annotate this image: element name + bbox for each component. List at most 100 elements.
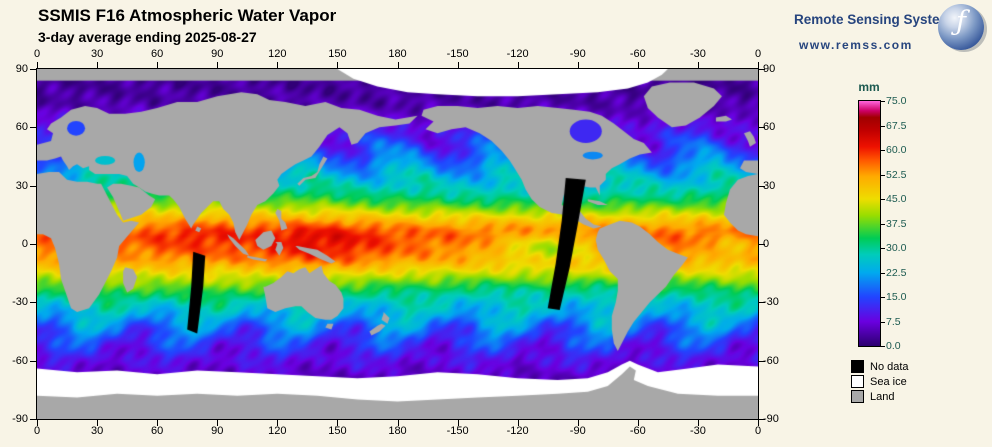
lat-tick-mark [30, 302, 36, 304]
lat-tick-label-right: 90 [763, 63, 776, 75]
lat-tick-label-left: 0 [21, 238, 28, 250]
lat-tick-label-right: 60 [763, 121, 776, 134]
lon-tick-mark [517, 420, 519, 426]
colorbar-tick-label: 60.0 [886, 144, 907, 156]
lon-tick-mark [217, 420, 219, 426]
lon-tick-mark [157, 62, 159, 68]
lon-tick-label-top: 30 [90, 48, 104, 60]
lon-tick-label-bottom: 120 [268, 425, 287, 437]
colorbar-tick-label: 30.0 [886, 242, 907, 254]
colorbar-tick-mark [881, 248, 885, 249]
legend-label: Sea ice [870, 375, 907, 388]
lat-tick-mark [30, 360, 36, 362]
lon-tick-mark [697, 62, 699, 68]
lat-tick-label-right: -60 [763, 354, 779, 367]
lat-tick-label-left: -60 [12, 354, 28, 367]
colorbar-tick-mark [881, 346, 885, 347]
colorbar-tick-mark [881, 125, 885, 127]
lon-tick-label-bottom: -150 [446, 425, 469, 437]
lat-tick-mark [759, 302, 765, 304]
lon-tick-label-bottom: 0 [754, 425, 762, 437]
lon-tick-label-top: 0 [754, 48, 762, 60]
colorbar-tick-mark [881, 272, 885, 274]
lon-tick-label-bottom: 60 [151, 425, 164, 437]
lon-tick-mark [277, 62, 279, 68]
colorbar-title: mm [858, 80, 880, 94]
lon-tick-mark [637, 62, 639, 68]
lon-tick-label-top: 60 [151, 48, 164, 60]
legend-row: Sea ice [851, 374, 909, 389]
colorbar-tick-mark [881, 297, 885, 298]
lat-tick-label-left: 90 [15, 63, 28, 75]
colorbar-tick-mark [881, 150, 885, 151]
map-legend: No data Sea ice Land [851, 359, 909, 404]
lon-tick-mark [457, 62, 459, 68]
lon-tick-label-top: 90 [211, 48, 224, 60]
map-plot-frame [36, 68, 759, 420]
colorbar-tick-mark [881, 174, 885, 176]
lon-tick-label-top: -150 [446, 48, 469, 60]
brand-globe-logo: ƒ [938, 4, 984, 50]
lon-tick-mark [217, 62, 219, 68]
lat-tick-mark [759, 69, 765, 70]
lat-tick-mark [30, 127, 36, 129]
colorbar-tick-label: 0.0 [886, 340, 901, 352]
lon-tick-mark [37, 420, 38, 426]
lat-tick-mark [759, 360, 765, 362]
legend-swatch [851, 360, 864, 373]
lon-tick-mark [577, 62, 579, 68]
colorbar-tick-label: 67.5 [886, 119, 907, 132]
lon-tick-mark [577, 420, 579, 426]
lon-tick-label-bottom: 30 [90, 425, 104, 437]
legend-row: Land [851, 389, 909, 404]
lat-tick-label-right: -30 [763, 296, 779, 309]
lat-tick-label-left: -90 [12, 413, 28, 425]
lon-tick-label-top: 120 [268, 48, 287, 60]
globe-f-glyph: ƒ [956, 6, 966, 37]
colorbar-tick-mark [881, 101, 885, 102]
lon-tick-mark [337, 420, 339, 426]
colorbar-tick-label: 75.0 [886, 95, 907, 107]
lon-tick-label-top: -120 [506, 48, 529, 60]
colorbar-tick-label: 45.0 [886, 193, 907, 205]
lat-tick-mark [30, 185, 36, 187]
lat-tick-label-left: 30 [15, 179, 28, 192]
lat-tick-label-left: 60 [15, 121, 28, 134]
lon-tick-label-bottom: -90 [569, 425, 586, 437]
lon-tick-label-top: 180 [388, 48, 407, 60]
lon-tick-mark [758, 420, 759, 426]
lon-tick-mark [397, 420, 399, 426]
lon-tick-label-top: 0 [33, 48, 41, 60]
lat-tick-label-right: 30 [763, 179, 776, 192]
lat-tick-label-right: -90 [763, 413, 779, 425]
lon-tick-label-bottom: -30 [689, 425, 706, 437]
colorbar-tick-label: 22.5 [886, 266, 907, 279]
lat-tick-mark [759, 244, 765, 245]
legend-row: No data [851, 359, 909, 374]
legend-label: Land [870, 390, 895, 403]
colorbar-tick-mark [881, 199, 885, 200]
lon-tick-mark [157, 420, 159, 426]
lon-tick-mark [337, 62, 339, 68]
lat-tick-label-left: -30 [12, 296, 28, 309]
brand-name: Remote Sensing Systems [794, 12, 960, 27]
lon-tick-label-top: -60 [629, 48, 646, 60]
water-vapor-map-canvas [37, 69, 758, 419]
colorbar-tick-label: 52.5 [886, 168, 907, 181]
colorbar-tick-mark [881, 223, 885, 225]
lon-tick-label-bottom: -120 [506, 425, 529, 437]
lon-tick-mark [697, 420, 699, 426]
lon-tick-label-bottom: 0 [33, 425, 41, 437]
lon-tick-mark [97, 420, 99, 426]
lon-tick-mark [277, 420, 279, 426]
lon-tick-mark [37, 62, 38, 68]
brand-url-link[interactable]: www.remss.com [799, 38, 913, 52]
lon-tick-label-bottom: 150 [328, 425, 347, 437]
lon-tick-label-bottom: 90 [211, 425, 224, 437]
colorbar-tick-label: 37.5 [886, 217, 907, 230]
lon-tick-mark [397, 62, 399, 68]
lat-tick-mark [30, 244, 36, 245]
lon-tick-label-bottom: 180 [388, 425, 407, 437]
lat-tick-mark [759, 127, 765, 129]
